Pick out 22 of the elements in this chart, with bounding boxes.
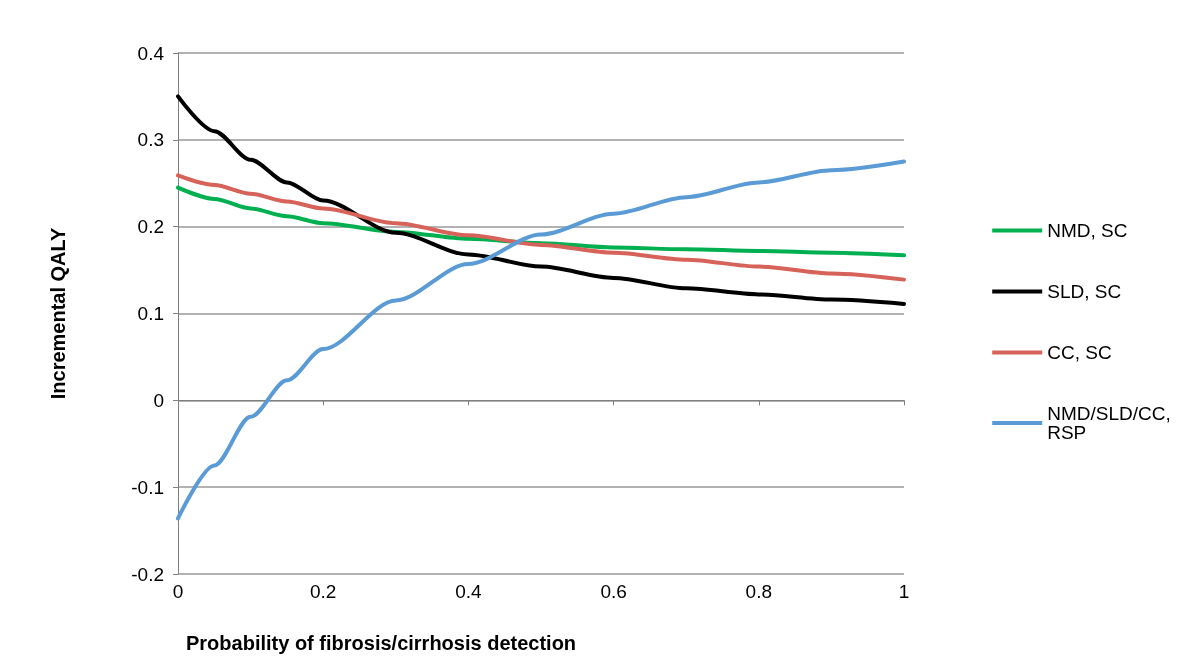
y-tick-label: -0.1 <box>131 476 164 498</box>
x-tick-label: 0 <box>172 581 184 602</box>
x-tick-label: 1 <box>898 581 910 602</box>
y-tick-label: 0.2 <box>137 216 164 238</box>
y-tick-label: 0.4 <box>137 42 165 64</box>
y-axis-title: Incremental QALY <box>47 227 69 400</box>
y-tick-label: 0 <box>153 389 164 411</box>
y-tick-label: 0.3 <box>137 129 164 151</box>
legend-label: NMD, SC <box>1047 220 1128 241</box>
x-tick-label: 0.2 <box>309 581 337 602</box>
legend-label: CC, SC <box>1047 342 1112 363</box>
y-tick-label: -0.2 <box>131 563 164 585</box>
legend-label: SLD, SC <box>1047 281 1122 302</box>
x-tick-label: 0.8 <box>745 581 773 602</box>
x-axis-title: Probability of fibrosis/cirrhosis detection <box>186 632 577 654</box>
line-series <box>176 94 906 306</box>
y-tick-label: 0.1 <box>137 303 164 324</box>
legend-label: NMD/SLD/CC, RSP <box>1047 403 1177 443</box>
x-tick-label: 0.6 <box>600 581 627 602</box>
x-tick-label: 0.4 <box>455 581 483 602</box>
line-series <box>176 173 906 282</box>
line-series <box>176 159 906 521</box>
